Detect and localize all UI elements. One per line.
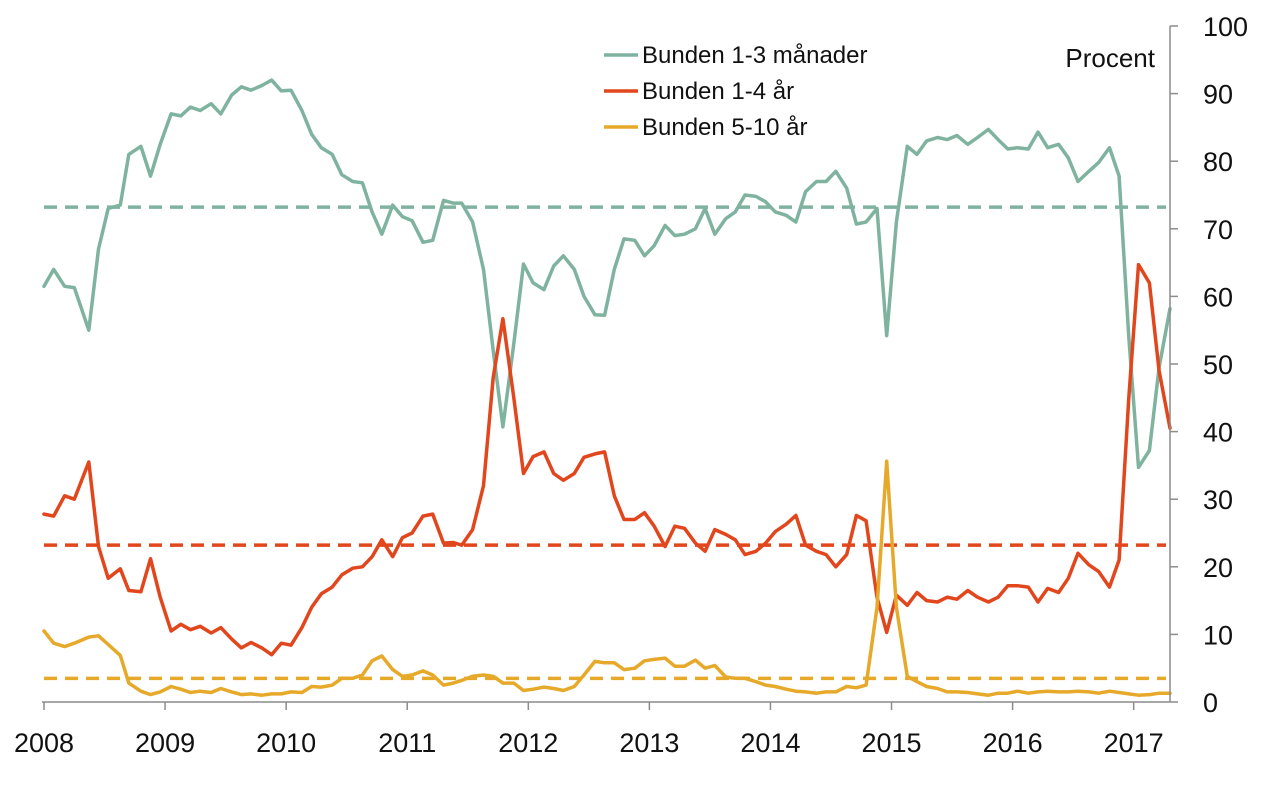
y-axis-unit-label: Procent [1065,43,1155,73]
y-tick-label: 10 [1203,620,1233,650]
legend-label: Bunden 1-4 år [642,78,794,105]
x-tick-label: 2011 [378,728,436,758]
x-tick-label: 2013 [619,728,679,758]
y-tick-label: 90 [1203,80,1233,110]
y-tick-label: 70 [1203,215,1233,245]
y-tick-label: 100 [1203,12,1248,42]
y-tick-label: 50 [1203,350,1233,380]
x-tick-label: 2012 [498,728,558,758]
average-lines-layer [44,205,1166,681]
y-tick-label: 20 [1203,553,1233,583]
x-tick-label: 2010 [256,728,316,758]
axes-layer: 2008 2009 2010 2011 2012 2013 2014 2015 2016 2017… [14,12,1248,758]
series-1-line [42,78,1172,470]
series-lines-layer [42,78,1172,697]
x-tick-label: 2014 [740,728,800,758]
x-tick-label: 2016 [983,728,1043,758]
y-tick-label: 60 [1203,282,1233,312]
x-tick-label: 2015 [861,728,921,758]
legend-label: Bunden 5-10 år [642,114,807,141]
legend-label: Bunden 1-3 månader [642,42,868,69]
y-tick-label: 30 [1203,485,1233,515]
x-tick-label: 2008 [14,728,74,758]
legend: Bunden 1-3 månader Bunden 1-4 år Bunden 5-… [604,42,868,141]
y-tick-label: 40 [1203,418,1233,448]
series-2-line [42,262,1172,657]
series-3-line [42,459,1172,697]
x-tick-label: 2009 [135,728,195,758]
x-tick-label: 2017 [1104,728,1164,758]
y-tick-label: 0 [1203,688,1218,718]
y-tick-label: 80 [1203,147,1233,177]
